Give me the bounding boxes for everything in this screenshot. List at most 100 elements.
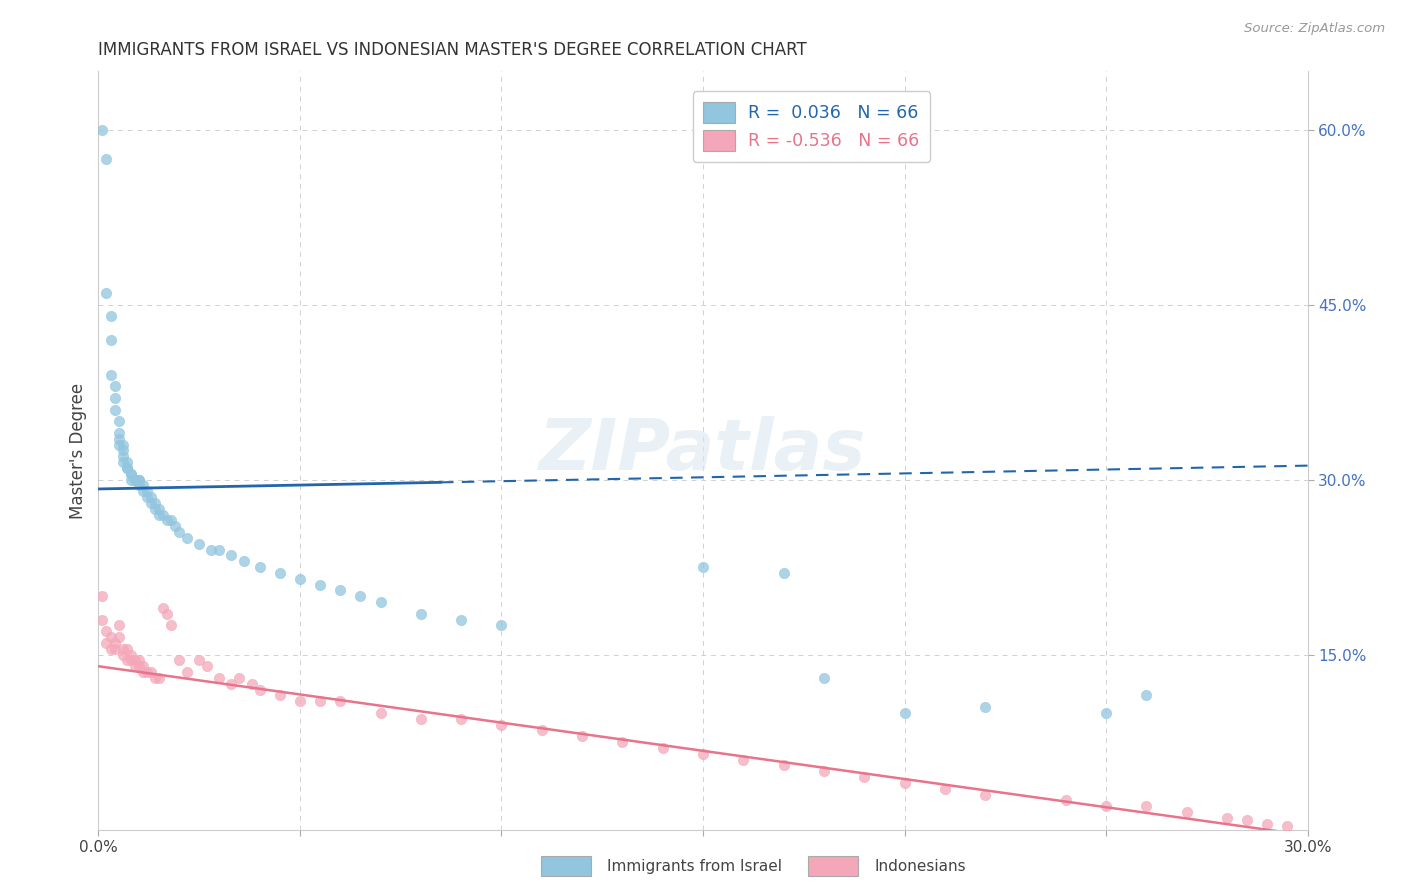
Point — [111, 455, 134, 469]
Point — [269, 566, 291, 580]
Point — [349, 589, 371, 603]
Point — [269, 689, 291, 703]
Point — [115, 653, 138, 667]
Point — [107, 432, 129, 446]
Point — [103, 391, 125, 405]
Point — [132, 659, 155, 673]
Point — [115, 455, 138, 469]
Point — [100, 368, 122, 382]
Point — [103, 379, 125, 393]
Point — [96, 285, 118, 300]
Point — [1256, 816, 1278, 830]
Point — [91, 613, 114, 627]
Point — [132, 484, 155, 499]
Text: Indonesians: Indonesians — [875, 859, 966, 873]
Point — [139, 496, 162, 510]
Point — [974, 788, 997, 802]
Point — [132, 665, 155, 679]
Point — [772, 758, 794, 772]
Point — [974, 700, 997, 714]
Point — [160, 513, 183, 527]
Point — [692, 560, 714, 574]
Point — [120, 648, 142, 662]
Point — [530, 723, 553, 738]
Point — [1135, 799, 1157, 814]
Point — [188, 537, 211, 551]
Point — [934, 781, 956, 796]
Point — [221, 549, 243, 563]
Point — [124, 473, 146, 487]
Point — [135, 490, 157, 504]
Point — [115, 461, 138, 475]
Point — [893, 706, 915, 720]
Point — [128, 659, 150, 673]
Text: Immigrants from Israel: Immigrants from Israel — [607, 859, 782, 873]
Point — [240, 677, 263, 691]
Text: ZIPatlas: ZIPatlas — [540, 416, 866, 485]
Point — [111, 641, 134, 656]
Point — [156, 513, 179, 527]
Point — [813, 671, 835, 685]
Point — [100, 641, 122, 656]
Point — [139, 490, 162, 504]
Point — [288, 694, 311, 708]
Point — [103, 402, 125, 417]
Point — [107, 414, 129, 428]
Point — [128, 473, 150, 487]
Point — [107, 630, 129, 644]
Point — [813, 764, 835, 779]
Point — [128, 478, 150, 492]
Point — [111, 648, 134, 662]
Point — [91, 589, 114, 603]
Point — [135, 665, 157, 679]
Point — [143, 496, 166, 510]
Text: Source: ZipAtlas.com: Source: ZipAtlas.com — [1244, 22, 1385, 36]
Point — [1216, 811, 1239, 825]
Point — [124, 659, 146, 673]
Point — [160, 618, 183, 632]
Point — [893, 776, 915, 790]
Point — [100, 333, 122, 347]
Point — [135, 484, 157, 499]
Point — [163, 519, 186, 533]
Point — [143, 671, 166, 685]
Point — [139, 665, 162, 679]
Point — [107, 437, 129, 451]
Point — [128, 653, 150, 667]
Point — [1054, 793, 1077, 807]
Point — [107, 618, 129, 632]
Point — [228, 671, 250, 685]
Point — [167, 653, 190, 667]
Point — [232, 554, 254, 568]
Point — [96, 636, 118, 650]
Point — [309, 577, 332, 591]
Point — [152, 601, 174, 615]
Point — [200, 542, 222, 557]
Point — [115, 461, 138, 475]
Point — [370, 706, 392, 720]
Point — [96, 152, 118, 166]
Point — [143, 501, 166, 516]
Point — [176, 531, 198, 545]
Point — [96, 624, 118, 639]
Point — [370, 595, 392, 609]
Point — [100, 630, 122, 644]
Point — [329, 694, 352, 708]
Point — [409, 712, 432, 726]
Point — [120, 467, 142, 481]
Point — [195, 659, 218, 673]
Point — [450, 712, 472, 726]
Point — [409, 607, 432, 621]
Point — [772, 566, 794, 580]
Point — [120, 467, 142, 481]
Point — [612, 735, 634, 749]
Point — [148, 508, 170, 522]
Point — [249, 560, 271, 574]
Point — [124, 473, 146, 487]
Point — [1095, 706, 1118, 720]
Point — [221, 677, 243, 691]
Point — [111, 437, 134, 451]
Point — [249, 682, 271, 697]
Point — [132, 478, 155, 492]
Point — [120, 653, 142, 667]
